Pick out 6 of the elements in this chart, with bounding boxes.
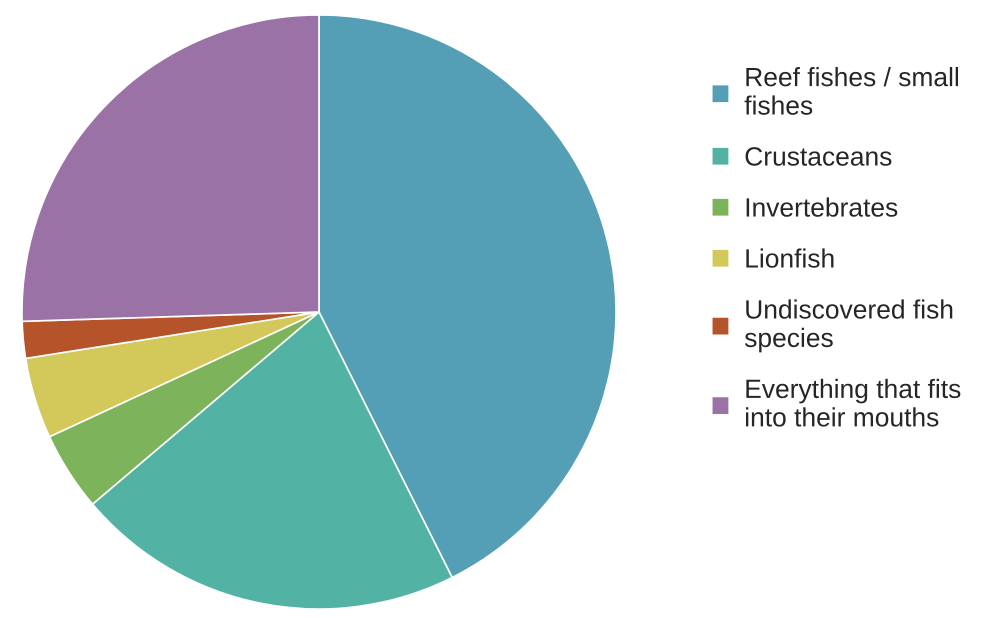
legend-label: Crustaceans [746,147,892,166]
legend-label: Invertebrates [746,197,898,217]
legend-label: Everything that fits into their mouths [746,378,960,427]
legend-label: Lionfish [746,248,834,268]
legend-label: Reef fishes / small fishes [744,67,958,115]
legend-label: Undiscovered fish species [744,299,952,352]
